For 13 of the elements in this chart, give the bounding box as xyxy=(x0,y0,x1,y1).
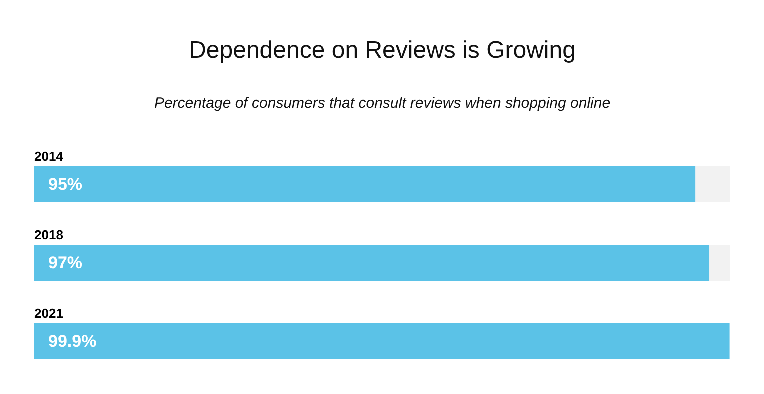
y-tick-label: 2014 xyxy=(34,149,64,164)
data-label: 95% xyxy=(48,175,83,194)
y-tick-label: 2021 xyxy=(34,306,64,321)
chart-subtitle: Percentage of consumers that consult reviews when shopping online xyxy=(154,95,611,112)
bar xyxy=(710,245,730,281)
bar xyxy=(34,166,696,202)
data-label: 97% xyxy=(48,254,83,272)
y-tick-label: 2018 xyxy=(34,228,64,242)
data-label: 99.9% xyxy=(48,332,97,351)
bar xyxy=(34,324,730,360)
bar xyxy=(696,166,730,202)
chart-title: Dependence on Reviews is Growing xyxy=(189,37,576,64)
bar xyxy=(34,245,710,281)
